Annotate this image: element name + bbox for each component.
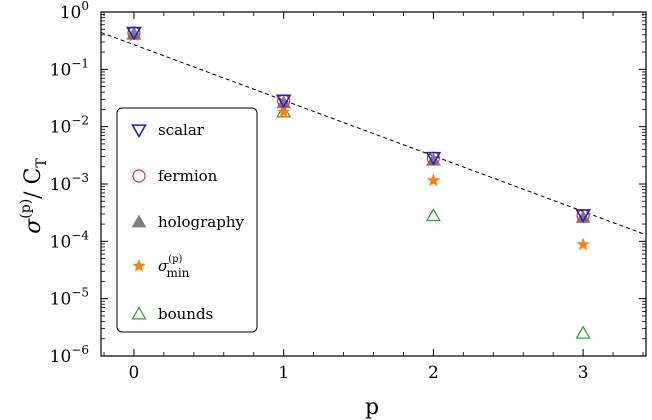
point-sigma-min-p2 — [426, 173, 441, 187]
y-tick-label-−2: 10−2 — [50, 114, 89, 138]
legend-label-bounds: bounds — [158, 305, 213, 323]
point-bounds-p2 — [425, 207, 441, 222]
point-scalar-p0 — [126, 26, 142, 41]
y-tick-label-0: 100 — [60, 0, 89, 23]
x-axis-label: p — [365, 395, 379, 420]
y-tick-label-−4: 10−4 — [50, 228, 90, 252]
point-sigma-min-p1 — [276, 104, 291, 118]
legend-marker-sigma-min — [132, 258, 146, 272]
plot-area — [100, 26, 647, 339]
axes: 0 1 2 3 100 10−1 10−2 10−3 10−4 10−5 10−6 — [50, 0, 647, 383]
x-tick-label-2: 2 — [428, 363, 439, 383]
point-scalar-p2 — [425, 151, 442, 166]
legend-marker-holography — [131, 214, 147, 228]
legend-marker-scalar — [131, 124, 147, 139]
point-scalar-p3 — [575, 209, 591, 223]
legend-label-scalar: scalar — [158, 121, 205, 139]
fit-line — [100, 31, 647, 236]
y-tick-label-−5: 10−5 — [50, 286, 89, 310]
legend-marker-fermion — [132, 169, 146, 183]
point-scalar-p1 — [275, 94, 292, 109]
legend: scalar fermion holography σ(p) min bounds — [116, 107, 258, 333]
legend-label-holography: holography — [158, 213, 244, 231]
legend-frame — [116, 107, 258, 333]
point-sigma-min-p3 — [576, 237, 590, 251]
y-axis-label: σ(p)/ CT — [18, 158, 50, 234]
legend-label-sigma-min: σ(p) min — [158, 254, 190, 280]
legend-markers — [131, 124, 147, 320]
x-tick-label-3: 3 — [578, 363, 589, 383]
y-tick-label-−1: 10−1 — [50, 56, 89, 80]
x-tick-label-0: 0 — [129, 363, 140, 383]
legend-label-fermion: fermion — [158, 167, 218, 185]
y-tick-label-−3: 10−3 — [50, 171, 89, 195]
x-tick-label-1: 1 — [278, 363, 289, 383]
y-tick-label-−6: 10−6 — [50, 343, 89, 367]
point-bounds-p3 — [575, 325, 591, 339]
legend-marker-bounds — [131, 306, 147, 320]
